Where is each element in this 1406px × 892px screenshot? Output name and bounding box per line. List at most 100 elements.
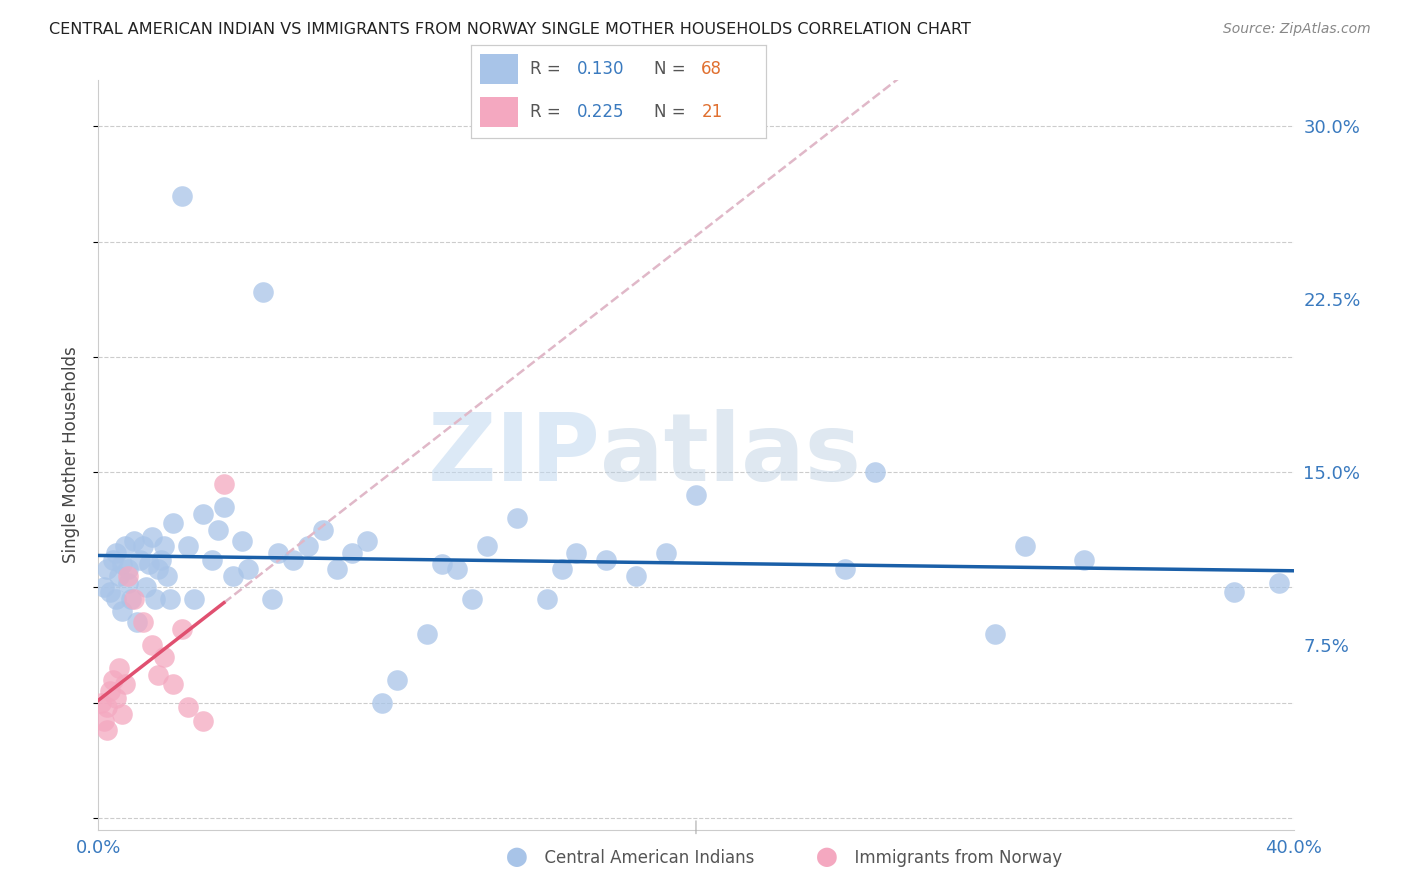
- Point: [117, 562, 139, 576]
- Point: [108, 661, 131, 675]
- Text: N =: N =: [654, 60, 690, 78]
- Point: [172, 622, 194, 636]
- Point: [326, 562, 349, 576]
- Point: [311, 523, 333, 537]
- Point: [124, 592, 146, 607]
- Point: [172, 188, 194, 202]
- Text: ⬤: ⬤: [506, 847, 529, 867]
- Point: [153, 649, 176, 664]
- Text: 0.130: 0.130: [578, 60, 624, 78]
- Point: [183, 592, 205, 607]
- Point: [416, 626, 439, 640]
- Point: [153, 539, 176, 553]
- Point: [162, 677, 184, 691]
- Point: [297, 539, 319, 553]
- Point: [127, 615, 149, 629]
- Text: R =: R =: [530, 103, 567, 121]
- Point: [108, 569, 131, 583]
- Point: [565, 546, 588, 560]
- Point: [984, 626, 1007, 640]
- Text: atlas: atlas: [600, 409, 862, 501]
- Text: ⬤: ⬤: [815, 847, 838, 867]
- Point: [103, 673, 125, 687]
- Point: [212, 476, 235, 491]
- Point: [129, 553, 152, 567]
- Point: [132, 539, 155, 553]
- Point: [201, 553, 224, 567]
- Point: [111, 707, 134, 722]
- Text: Source: ZipAtlas.com: Source: ZipAtlas.com: [1223, 22, 1371, 37]
- Point: [281, 553, 304, 567]
- Point: [260, 592, 283, 607]
- Point: [111, 558, 134, 572]
- Point: [222, 569, 245, 583]
- Point: [143, 592, 166, 607]
- Point: [117, 575, 139, 590]
- Point: [506, 511, 529, 525]
- Point: [1223, 585, 1246, 599]
- Point: [475, 539, 498, 553]
- Text: 0.225: 0.225: [578, 103, 624, 121]
- Text: R =: R =: [530, 60, 567, 78]
- Point: [865, 465, 887, 479]
- Point: [385, 673, 409, 687]
- Point: [236, 562, 259, 576]
- Text: 68: 68: [702, 60, 723, 78]
- Point: [191, 507, 214, 521]
- Point: [430, 558, 453, 572]
- Point: [96, 700, 118, 714]
- Point: [231, 534, 253, 549]
- Point: [356, 534, 378, 549]
- Point: [114, 677, 136, 691]
- Point: [156, 569, 179, 583]
- Point: [1014, 539, 1036, 553]
- Point: [90, 696, 112, 710]
- Point: [141, 530, 163, 544]
- Point: [461, 592, 484, 607]
- Point: [105, 592, 128, 607]
- Text: 21: 21: [702, 103, 723, 121]
- FancyBboxPatch shape: [479, 97, 519, 127]
- Point: [105, 691, 128, 706]
- Point: [834, 562, 856, 576]
- Point: [148, 562, 170, 576]
- Point: [141, 638, 163, 652]
- Point: [655, 546, 678, 560]
- Text: CENTRAL AMERICAN INDIAN VS IMMIGRANTS FROM NORWAY SINGLE MOTHER HOUSEHOLDS CORRE: CENTRAL AMERICAN INDIAN VS IMMIGRANTS FR…: [49, 22, 972, 37]
- Point: [191, 714, 214, 729]
- Point: [685, 488, 707, 502]
- Point: [212, 500, 235, 514]
- Text: N =: N =: [654, 103, 690, 121]
- Point: [132, 615, 155, 629]
- Text: ZIP: ZIP: [427, 409, 600, 501]
- Point: [111, 603, 134, 617]
- Point: [550, 562, 572, 576]
- Point: [371, 696, 394, 710]
- Point: [103, 553, 125, 567]
- Point: [626, 569, 648, 583]
- Point: [1073, 553, 1095, 567]
- Point: [120, 592, 142, 607]
- Point: [446, 562, 468, 576]
- Point: [162, 516, 184, 530]
- Point: [536, 592, 558, 607]
- Point: [159, 592, 181, 607]
- Point: [117, 569, 139, 583]
- Point: [114, 539, 136, 553]
- Text: Immigrants from Norway: Immigrants from Norway: [844, 849, 1062, 867]
- Point: [98, 684, 122, 698]
- Point: [252, 285, 274, 300]
- Point: [138, 558, 160, 572]
- Point: [267, 546, 290, 560]
- Point: [177, 700, 200, 714]
- Point: [148, 668, 170, 682]
- Point: [150, 553, 173, 567]
- Point: [595, 553, 617, 567]
- Point: [105, 546, 128, 560]
- Point: [93, 714, 115, 729]
- Text: Central American Indians: Central American Indians: [534, 849, 755, 867]
- Point: [207, 523, 229, 537]
- Point: [98, 585, 122, 599]
- Point: [135, 581, 157, 595]
- Y-axis label: Single Mother Households: Single Mother Households: [62, 347, 80, 563]
